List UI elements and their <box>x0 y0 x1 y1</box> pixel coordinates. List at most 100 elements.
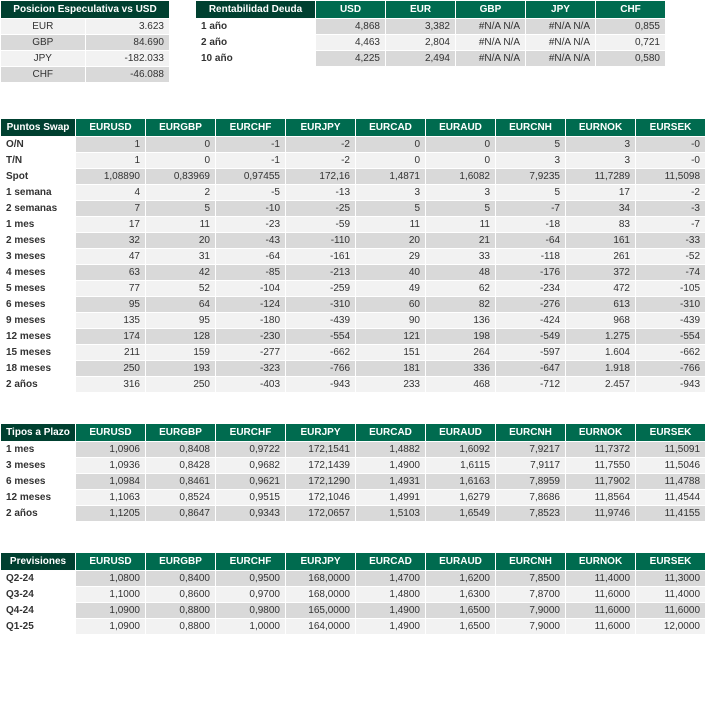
col-header: EURCNH <box>496 553 566 571</box>
col-header: EURAUD <box>426 119 496 137</box>
debt-yield-table: Rentabilidad DeudaUSDEURGBPJPYCHF 1 año4… <box>195 0 666 83</box>
cell-value: -3 <box>636 201 706 217</box>
spec-label: CHF <box>1 67 86 83</box>
cell-value: 3 <box>356 185 426 201</box>
cell-value: 1,6300 <box>426 587 496 603</box>
cell-value: 7,8959 <box>496 474 566 490</box>
table-row: 4 meses6342-85-2134048-176372-74 <box>1 265 706 281</box>
table-row: 2 año4,4632,804#N/A N/A#N/A N/A0,721 <box>196 35 666 51</box>
table-row: Q2-241,08000,84000,9500168,00001,47001,6… <box>1 571 706 587</box>
cell-value: 2.457 <box>566 377 636 393</box>
cell-value: -554 <box>636 329 706 345</box>
row-label: 1 mes <box>1 442 76 458</box>
cell-value: -2 <box>636 185 706 201</box>
row-label: Q4-24 <box>1 603 76 619</box>
cell-value: 0,9500 <box>216 571 286 587</box>
cell-value: -424 <box>496 313 566 329</box>
table-row: 9 meses13595-180-43990136-424968-439 <box>1 313 706 329</box>
cell-value: -310 <box>636 297 706 313</box>
cell-value: -234 <box>496 281 566 297</box>
cell-value: 1.604 <box>566 345 636 361</box>
cell-value: 211 <box>76 345 146 361</box>
cell-value: 4,868 <box>316 19 386 35</box>
cell-value: 0,8461 <box>146 474 216 490</box>
cell-value: 172,1439 <box>286 458 356 474</box>
cell-value: 11 <box>426 217 496 233</box>
cell-value: 11,9746 <box>566 506 636 522</box>
table-row: 3 meses4731-64-1612933-118261-52 <box>1 249 706 265</box>
cell-value: 121 <box>356 329 426 345</box>
cell-value: -662 <box>636 345 706 361</box>
table-row: 3 meses1,09360,84280,9682172,14391,49001… <box>1 458 706 474</box>
cell-value: 1,4700 <box>356 571 426 587</box>
cell-value: #N/A N/A <box>526 35 596 51</box>
cell-value: 11,5046 <box>636 458 706 474</box>
cell-value: #N/A N/A <box>456 19 526 35</box>
cell-value: 1,4800 <box>356 587 426 603</box>
col-header: EUR <box>386 1 456 19</box>
cell-value: 52 <box>146 281 216 297</box>
cell-value: 172,1541 <box>286 442 356 458</box>
cell-value: 1,1000 <box>76 587 146 603</box>
table-title: Previsiones <box>1 553 76 571</box>
cell-value: 7,8686 <box>496 490 566 506</box>
cell-value: -25 <box>286 201 356 217</box>
cell-value: 7,9000 <box>496 603 566 619</box>
col-header: EURSEK <box>636 424 706 442</box>
table-row: 15 meses211159-277-662151264-5971.604-66… <box>1 345 706 361</box>
cell-value: 83 <box>566 217 636 233</box>
cell-value: 1,6115 <box>426 458 496 474</box>
cell-value: 1.275 <box>566 329 636 345</box>
cell-value: -110 <box>286 233 356 249</box>
cell-value: 1,6500 <box>426 619 496 635</box>
swap-points-table: Puntos SwapEURUSDEURGBPEURCHFEURJPYEURCA… <box>0 118 725 393</box>
table-row: 6 meses1,09840,84610,9621172,12901,49311… <box>1 474 706 490</box>
spec-label: EUR <box>1 19 86 35</box>
cell-value: 49 <box>356 281 426 297</box>
cell-value: -276 <box>496 297 566 313</box>
col-header: USD <box>316 1 386 19</box>
cell-value: 11,6000 <box>636 603 706 619</box>
cell-value: 0 <box>146 137 216 153</box>
cell-value: -5 <box>216 185 286 201</box>
col-header: GBP <box>456 1 526 19</box>
cell-value: 336 <box>426 361 496 377</box>
cell-value: -2 <box>286 137 356 153</box>
col-header: EURNOK <box>566 553 636 571</box>
spec-label: GBP <box>1 35 86 51</box>
table-row: T/N10-1-20033-0 <box>1 153 706 169</box>
speculative-position-table: Posicion Especulativa vs USD EUR3.623GBP… <box>0 0 170 83</box>
col-header: EURCAD <box>356 424 426 442</box>
cell-value: 0,9722 <box>216 442 286 458</box>
col-header: EURSEK <box>636 119 706 137</box>
cell-value: 250 <box>76 361 146 377</box>
spec-value: -46.088 <box>85 67 170 83</box>
cell-value: 7,9000 <box>496 619 566 635</box>
cell-value: -766 <box>636 361 706 377</box>
col-header: EURNOK <box>566 119 636 137</box>
row-label: 4 meses <box>1 265 76 281</box>
row-label: 9 meses <box>1 313 76 329</box>
cell-value: -310 <box>286 297 356 313</box>
table-row: 1 mes1,09060,84080,9722172,15411,48821,6… <box>1 442 706 458</box>
cell-value: 11,6000 <box>566 619 636 635</box>
cell-value: 11,7550 <box>566 458 636 474</box>
cell-value: 0,8408 <box>146 442 216 458</box>
cell-value: 5 <box>496 185 566 201</box>
row-label: Q2-24 <box>1 571 76 587</box>
cell-value: -118 <box>496 249 566 265</box>
cell-value: 17 <box>76 217 146 233</box>
cell-value: 17 <box>566 185 636 201</box>
table-row: 18 meses250193-323-766181336-6471.918-76… <box>1 361 706 377</box>
row-label: 1 semana <box>1 185 76 201</box>
col-header: EURCAD <box>356 119 426 137</box>
cell-value: 0,8400 <box>146 571 216 587</box>
cell-value: 7,9117 <box>496 458 566 474</box>
cell-value: 968 <box>566 313 636 329</box>
cell-value: 29 <box>356 249 426 265</box>
table-row: 6 meses9564-124-3106082-276613-310 <box>1 297 706 313</box>
cell-value: 11 <box>356 217 426 233</box>
col-header: JPY <box>526 1 596 19</box>
cell-value: 0,8428 <box>146 458 216 474</box>
cell-value: -549 <box>496 329 566 345</box>
